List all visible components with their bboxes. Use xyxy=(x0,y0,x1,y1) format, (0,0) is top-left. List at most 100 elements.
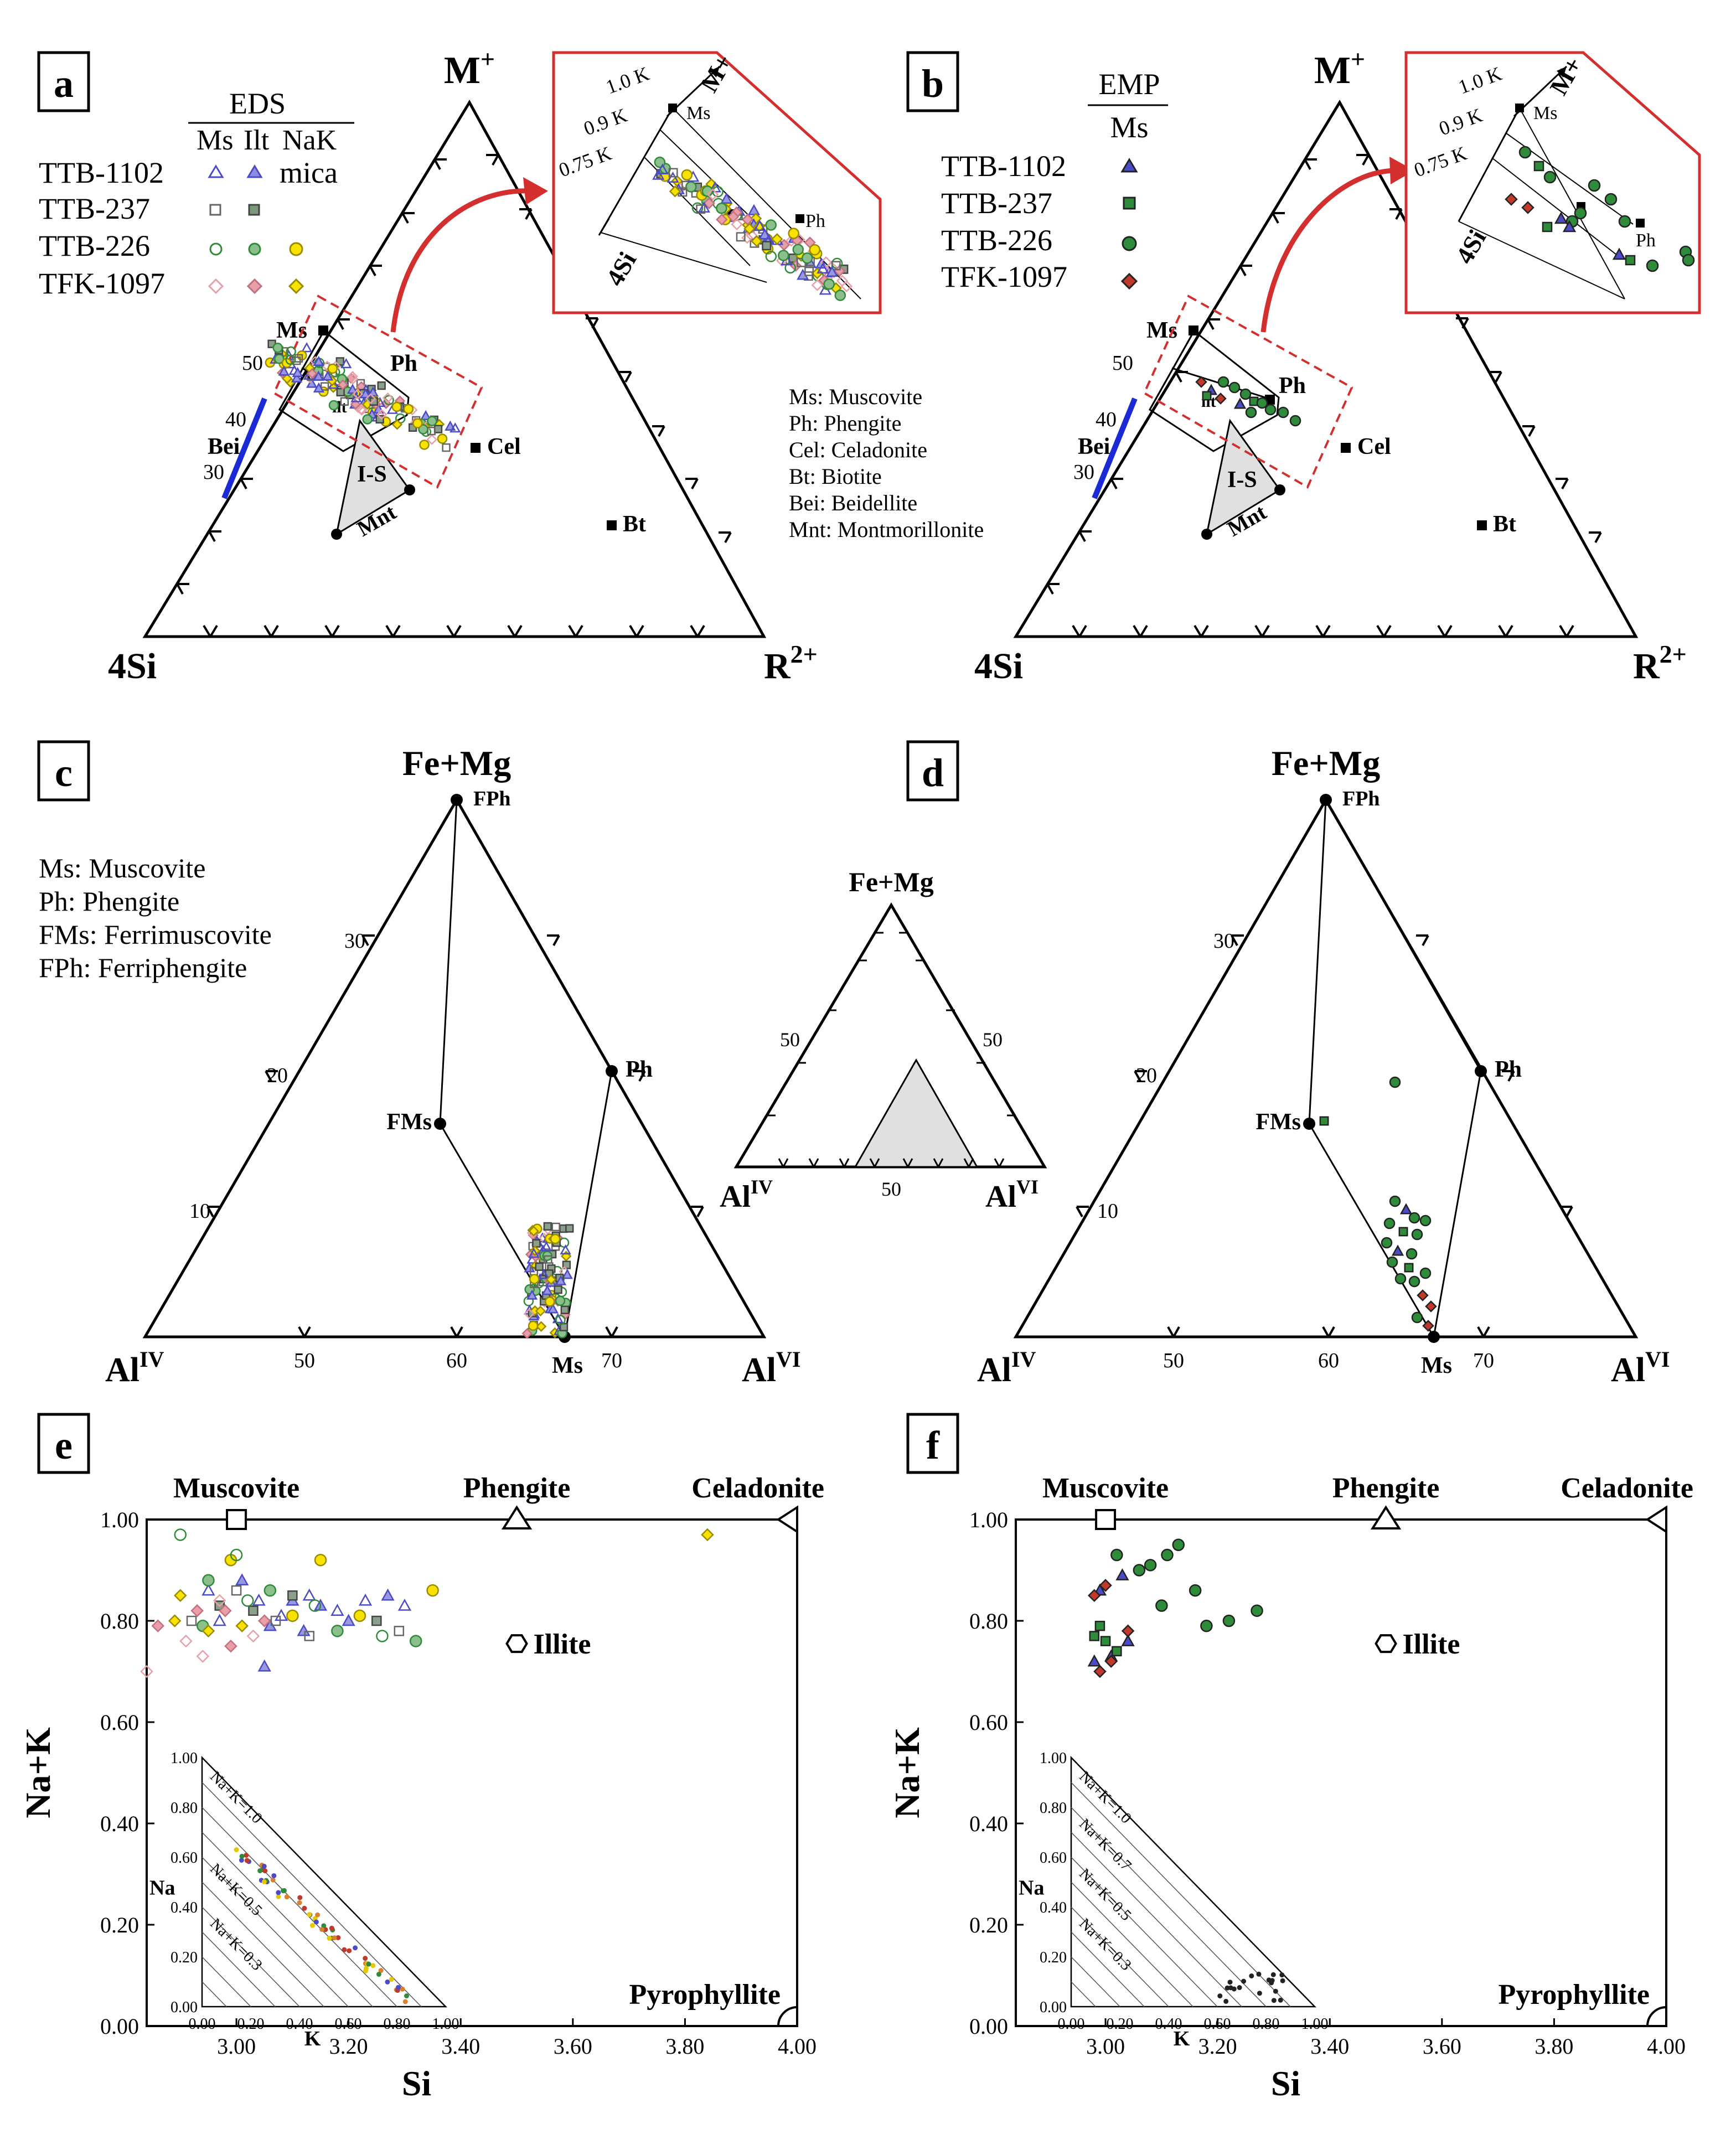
inset-x-tick: 0.60 xyxy=(335,2016,362,2033)
svg-text:30: 30 xyxy=(1073,461,1094,484)
x-tick-label: 4.00 xyxy=(778,2034,817,2059)
x-tick-label: 3.20 xyxy=(1198,2034,1237,2059)
panel-f: 0.00 0.20 0.40 0.60 0.80 1.00 3.00 3.20 3.40 3.60… xyxy=(887,1472,1693,2103)
point-b xyxy=(1245,406,1257,418)
svg-text:10: 10 xyxy=(189,1200,210,1223)
point-a xyxy=(313,382,325,392)
point-d xyxy=(1422,1320,1434,1332)
data-point xyxy=(1110,1548,1123,1562)
inset-iso-line xyxy=(1071,1857,1218,2007)
point-a xyxy=(377,381,386,390)
svg-text:AlVI: AlVI xyxy=(985,1176,1038,1214)
inset-point xyxy=(234,1847,239,1853)
inset-x-tick: 0.20 xyxy=(1107,2016,1134,2033)
inset-iso-line xyxy=(1071,1956,1120,2007)
inset-point xyxy=(353,1945,358,1951)
point-a xyxy=(340,358,352,369)
inset-y-tick: 0.20 xyxy=(170,1949,198,1966)
x-tick-label: 3.80 xyxy=(665,2034,704,2059)
inset-y-tick: 0.20 xyxy=(1040,1949,1067,1966)
point-c xyxy=(535,1262,544,1271)
inset-iso-line xyxy=(1071,1832,1242,2007)
point-inset-b xyxy=(1612,247,1626,260)
point-inset-b xyxy=(1588,179,1601,192)
point-inset-b xyxy=(1618,215,1631,228)
inset-x-tick: 0.20 xyxy=(237,2016,265,2033)
legend-symbols-a xyxy=(208,164,304,294)
inset-x-label: K xyxy=(1174,2027,1190,2050)
illite-label: Illite xyxy=(1403,1629,1460,1660)
inset-x-tick: 0.60 xyxy=(1204,2016,1231,2033)
illite-marker xyxy=(505,1634,528,1653)
panel-letter-f: f xyxy=(906,1413,959,1474)
svg-text:Ph: Phengite: Ph: Phengite xyxy=(789,411,901,436)
data-point xyxy=(286,1609,299,1622)
data-point xyxy=(190,1604,204,1618)
point-c xyxy=(540,1241,552,1252)
inset-point xyxy=(1227,1980,1233,1985)
inset-point xyxy=(315,1912,321,1918)
inset-iso-line xyxy=(1071,1931,1145,2007)
x-tick-label: 3.60 xyxy=(1423,2034,1461,2059)
inset-iso-line xyxy=(1071,1782,1291,2007)
svg-text:TTB-226: TTB-226 xyxy=(941,224,1052,257)
data-point xyxy=(1115,1568,1129,1580)
inset-point xyxy=(270,1877,276,1883)
apex-m: M+ xyxy=(444,45,495,92)
legend-col-nak-a: NaK xyxy=(282,125,337,156)
legend-col-ms-a: Ms xyxy=(197,125,233,156)
point-inset-b xyxy=(1543,170,1557,184)
inset-point xyxy=(1270,1972,1276,1977)
point-a xyxy=(419,440,430,450)
point-a xyxy=(352,389,363,400)
apex-alvi-c: AlVI xyxy=(742,1347,800,1389)
svg-text:FMs: Ferrimuscovite: FMs: Ferrimuscovite xyxy=(39,919,272,950)
point-c xyxy=(528,1247,540,1258)
point-a xyxy=(391,419,403,430)
inset-point xyxy=(302,1905,307,1911)
point-inset-a xyxy=(788,228,799,239)
point-inset-a xyxy=(731,218,743,231)
point-inset-b xyxy=(1505,193,1518,206)
data-point xyxy=(140,1665,153,1678)
tick-30-a: 30 xyxy=(203,461,224,484)
inset-point xyxy=(262,1868,268,1874)
svg-text:30: 30 xyxy=(344,929,365,953)
top-label: Muscovite xyxy=(173,1472,299,1504)
apex-aliv-c: AlIV xyxy=(105,1347,164,1389)
point-inset-a xyxy=(706,188,719,201)
inset-y-tick: 0.40 xyxy=(170,1899,198,1916)
svg-text:70: 70 xyxy=(601,1349,622,1372)
inset-point xyxy=(276,1890,281,1895)
inset-point xyxy=(363,1966,369,1971)
data-point xyxy=(302,1588,316,1601)
inset-point xyxy=(1278,1997,1283,2003)
point-a xyxy=(347,371,358,382)
data-point xyxy=(1222,1614,1236,1627)
top-label: Phengite xyxy=(463,1472,571,1504)
inset-point xyxy=(281,1888,286,1894)
svg-text:Ph: Ph xyxy=(626,1057,653,1082)
inset-point xyxy=(313,1919,319,1925)
data-point xyxy=(1172,1538,1185,1551)
data-point xyxy=(308,1599,322,1612)
point-inset-a xyxy=(804,266,814,276)
celadonite-marker xyxy=(776,1505,798,1534)
svg-text:20: 20 xyxy=(267,1064,288,1087)
data-point xyxy=(1251,1604,1263,1617)
y-tick-label: 1.00 xyxy=(100,1507,139,1532)
inset-x-tick: 0.40 xyxy=(1155,2016,1182,2033)
inset-point xyxy=(244,1858,250,1863)
point-c xyxy=(555,1295,566,1306)
y-tick-label: 0.60 xyxy=(969,1710,1008,1735)
inset-y-tick: 0.60 xyxy=(1040,1849,1067,1867)
point-inset-a xyxy=(820,256,832,268)
inset-point xyxy=(1257,1991,1262,1996)
inset-point xyxy=(1279,1972,1285,1978)
svg-text:FPh: Ferriphengite: FPh: Ferriphengite xyxy=(39,952,247,983)
svg-text:EMP: EMP xyxy=(1098,68,1160,101)
point-a xyxy=(375,415,384,424)
point-a xyxy=(403,404,414,415)
inset-point xyxy=(239,1853,245,1859)
svg-text:50: 50 xyxy=(1163,1349,1184,1372)
